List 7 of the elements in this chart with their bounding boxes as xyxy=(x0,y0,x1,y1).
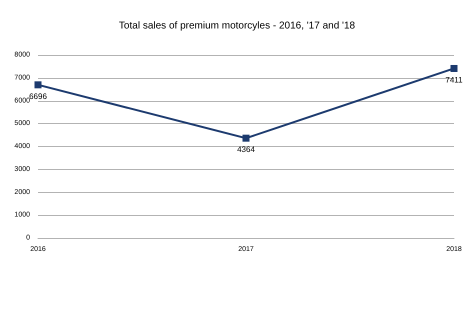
data-label: 7411 xyxy=(445,75,464,84)
chart-title: Total sales of premium motorcyles - 2016, '17 and '18 xyxy=(118,20,356,32)
point xyxy=(242,134,250,142)
data-label: 4364 xyxy=(237,145,256,154)
point xyxy=(34,81,42,88)
point xyxy=(450,64,458,72)
data-label: 6696 xyxy=(29,92,48,101)
